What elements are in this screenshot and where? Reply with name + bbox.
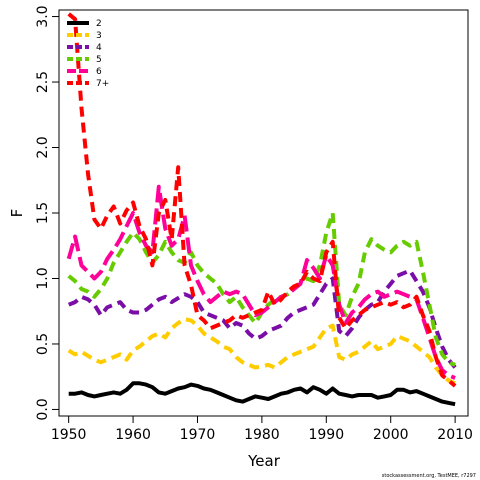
legend-label: 6 <box>96 67 102 77</box>
series-line-3 <box>67 317 456 386</box>
series-lines <box>66 12 457 407</box>
legend-label: 7+ <box>96 79 109 89</box>
x-tick-label: 2010 <box>437 427 473 443</box>
x-tick-label: 1960 <box>115 427 151 443</box>
legend: 2 3 4 5 6 7+ <box>67 19 109 89</box>
legend-label: 5 <box>96 55 102 65</box>
y-tick-label: 1.0 <box>35 267 51 289</box>
x-tick-label: 1980 <box>244 427 280 443</box>
y-tick-label: 0.5 <box>35 333 51 355</box>
series-line-6 <box>66 184 456 380</box>
series-line-4 <box>67 268 457 369</box>
y-axis: 0.0 0.5 1.0 1.5 2.0 2.5 3.0 <box>35 5 59 421</box>
y-axis-title: F <box>8 209 26 218</box>
legend-label: 4 <box>96 43 102 53</box>
legend-label: 2 <box>96 19 102 29</box>
y-tick-label: 3.0 <box>35 5 51 27</box>
series-line-5 <box>67 211 456 367</box>
legend-label: 3 <box>96 31 102 41</box>
x-tick-label: 1950 <box>51 427 87 443</box>
y-tick-label: 2.0 <box>35 136 51 158</box>
x-axis: 1950 1960 1970 1980 1990 2000 2010 <box>51 416 473 443</box>
x-axis-title: Year <box>247 452 281 470</box>
y-tick-label: 1.5 <box>35 202 51 224</box>
x-tick-label: 1990 <box>308 427 344 443</box>
series-line-2 <box>68 381 456 407</box>
x-tick-label: 2000 <box>373 427 409 443</box>
y-tick-label: 2.5 <box>35 71 51 93</box>
x-tick-label: 1970 <box>180 427 216 443</box>
y-tick-label: 0.0 <box>35 398 51 420</box>
series-line-7plus <box>67 12 457 388</box>
credit-text: stockassessment.org, TestMEE, r7297 <box>382 473 476 479</box>
